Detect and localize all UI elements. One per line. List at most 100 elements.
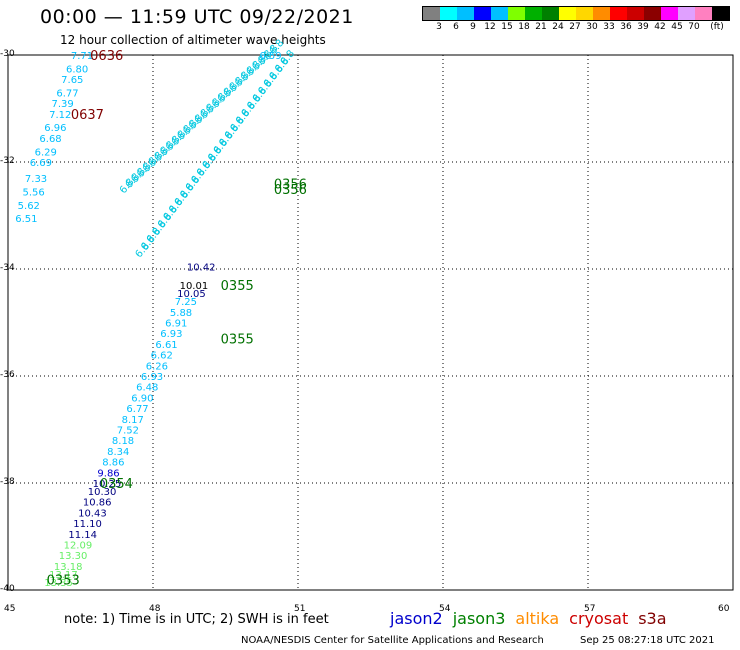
legend-swatch bbox=[695, 7, 712, 20]
wave-height-value: 13.18 bbox=[54, 562, 83, 573]
pass-time-label: 0353 bbox=[47, 573, 80, 588]
pass-time-label: 0355 bbox=[221, 279, 254, 294]
satellite-s3a-label: s3a bbox=[638, 609, 667, 628]
legend-tick: 3 bbox=[436, 22, 442, 32]
longitude-tick-label: 51 bbox=[294, 604, 306, 614]
satellite-jason2-label: jason2 bbox=[390, 609, 443, 628]
wave-height-value: 6.69 bbox=[30, 158, 52, 169]
legend-tick: 30 bbox=[586, 22, 598, 32]
pass-time-label: 0355 bbox=[221, 333, 254, 348]
legend-tick: 6 bbox=[453, 22, 459, 32]
wave-height-value: 6.77 bbox=[126, 404, 148, 415]
longitude-tick-label: 60 bbox=[718, 604, 730, 614]
wave-height-value: 6.91 bbox=[165, 319, 187, 330]
wave-height-labels: 7.716.807.656.777.397.126.966.686.296.69… bbox=[15, 51, 281, 589]
wave-height-value: 11.10 bbox=[73, 519, 102, 530]
pass-time-label: 0637 bbox=[71, 108, 104, 123]
legend-swatch bbox=[610, 7, 627, 20]
legend-swatch bbox=[644, 7, 661, 20]
legend-swatch bbox=[508, 7, 525, 20]
wave-height-value: 7.39 bbox=[52, 99, 74, 110]
wave-height-value: 9.86 bbox=[97, 468, 119, 479]
legend-swatch bbox=[678, 7, 695, 20]
wave-height-value: 10.25 bbox=[93, 479, 122, 490]
wave-height-value: 5.88 bbox=[170, 308, 192, 319]
pass-time-label: 0356 bbox=[274, 183, 307, 198]
longitude-tick-label: 48 bbox=[149, 604, 161, 614]
wave-height-value: 6.26 bbox=[146, 361, 168, 372]
legend-tick: 45 bbox=[671, 22, 683, 32]
altimeter-tracks: 6.86.86.86.86.86.86.86.86.86.86.86.86.86… bbox=[118, 38, 297, 261]
legend-swatch bbox=[559, 7, 576, 20]
wave-height-value: 6.51 bbox=[15, 214, 37, 225]
color-scale-legend bbox=[422, 6, 730, 21]
credit-text: NOAA/NESDIS Center for Satellite Applica… bbox=[241, 635, 544, 646]
latitude-tick-label: -38 bbox=[0, 477, 15, 487]
latitude-tick-label: -32 bbox=[0, 156, 15, 166]
wave-height-value: 13.30 bbox=[59, 551, 88, 562]
wave-height-value: 12.09 bbox=[64, 541, 93, 552]
pass-time-label: 0356 bbox=[274, 177, 307, 192]
longitude-tick-label: 57 bbox=[584, 604, 596, 614]
wave-height-value: 6.61 bbox=[155, 340, 177, 351]
map-frame bbox=[7, 54, 734, 591]
legend-unit: (ft) bbox=[710, 22, 724, 32]
map-grid bbox=[7, 54, 734, 591]
legend-tick: 15 bbox=[501, 22, 513, 32]
wave-height-value: 8.34 bbox=[107, 447, 129, 458]
wave-height-value: 7.25 bbox=[175, 297, 197, 308]
legend-swatch bbox=[525, 7, 542, 20]
latitude-tick-label: -34 bbox=[0, 263, 15, 273]
legend-tick: 24 bbox=[552, 22, 564, 32]
legend-tick: 70 bbox=[688, 22, 700, 32]
credit-date: Sep 25 08:27:18 UTC 2021 bbox=[580, 635, 715, 646]
wave-height-value: 6.93 bbox=[160, 329, 182, 340]
legend-swatch bbox=[593, 7, 610, 20]
wave-height-value: 6.48 bbox=[136, 383, 158, 394]
wave-height-value: 8.17 bbox=[122, 415, 144, 426]
wave-height-value: 10.30 bbox=[88, 487, 117, 498]
satellite-cryosat-label: cryosat bbox=[569, 609, 629, 628]
longitude-tick-label: 54 bbox=[439, 604, 451, 614]
satellite-legend: jason2 jason3 altika cryosat s3a bbox=[390, 609, 667, 628]
wave-height-value: 5.62 bbox=[18, 201, 40, 212]
wave-height-value: 7.12 bbox=[49, 110, 71, 121]
legend-tick: 12 bbox=[484, 22, 496, 32]
legend-swatch bbox=[423, 7, 440, 20]
wave-height-value: 11.14 bbox=[68, 530, 97, 541]
legend-tick: 42 bbox=[654, 22, 666, 32]
wave-height-value: 8.86 bbox=[102, 458, 124, 469]
satellite-jason3-label: jason3 bbox=[452, 609, 506, 628]
legend-swatch bbox=[474, 7, 491, 20]
legend-tick: 27 bbox=[569, 22, 581, 32]
wave-height-value: 13.17 bbox=[49, 570, 78, 581]
map-title: 00:00 — 11:59 UTC 09/22/2021 bbox=[40, 6, 354, 28]
legend-swatch bbox=[457, 7, 474, 20]
wave-height-value: 10.43 bbox=[78, 508, 107, 519]
wave-height-value: 6.80 bbox=[66, 64, 88, 75]
legend-tick: 36 bbox=[620, 22, 632, 32]
legend-tick: 21 bbox=[535, 22, 547, 32]
legend-swatch bbox=[542, 7, 559, 20]
wave-height-value: 6.29 bbox=[35, 147, 57, 158]
wave-height-value: 6.59 bbox=[259, 51, 281, 62]
wave-height-value: 8.18 bbox=[112, 436, 134, 447]
wave-height-value: 10.05 bbox=[177, 289, 206, 300]
wave-height-value: 10.01 bbox=[180, 281, 209, 292]
legend-swatch bbox=[491, 7, 508, 20]
wave-height-value: 13.35 bbox=[44, 578, 73, 589]
legend-tick: 33 bbox=[603, 22, 615, 32]
wave-height-value: 6.90 bbox=[131, 393, 153, 404]
legend-tick: 39 bbox=[637, 22, 649, 32]
pass-time-label: 0636 bbox=[90, 49, 123, 64]
wave-height-value: 10.86 bbox=[83, 498, 112, 509]
latitude-tick-label: -40 bbox=[0, 584, 15, 594]
legend-swatch bbox=[661, 7, 678, 20]
wave-height-value: 7.33 bbox=[25, 174, 47, 185]
map-subtitle: 12 hour collection of altimeter wave hei… bbox=[60, 33, 326, 47]
pass-time-label: 0354 bbox=[100, 477, 133, 492]
wave-height-value: 6.68 bbox=[39, 134, 61, 145]
legend-tick: 9 bbox=[470, 22, 476, 32]
